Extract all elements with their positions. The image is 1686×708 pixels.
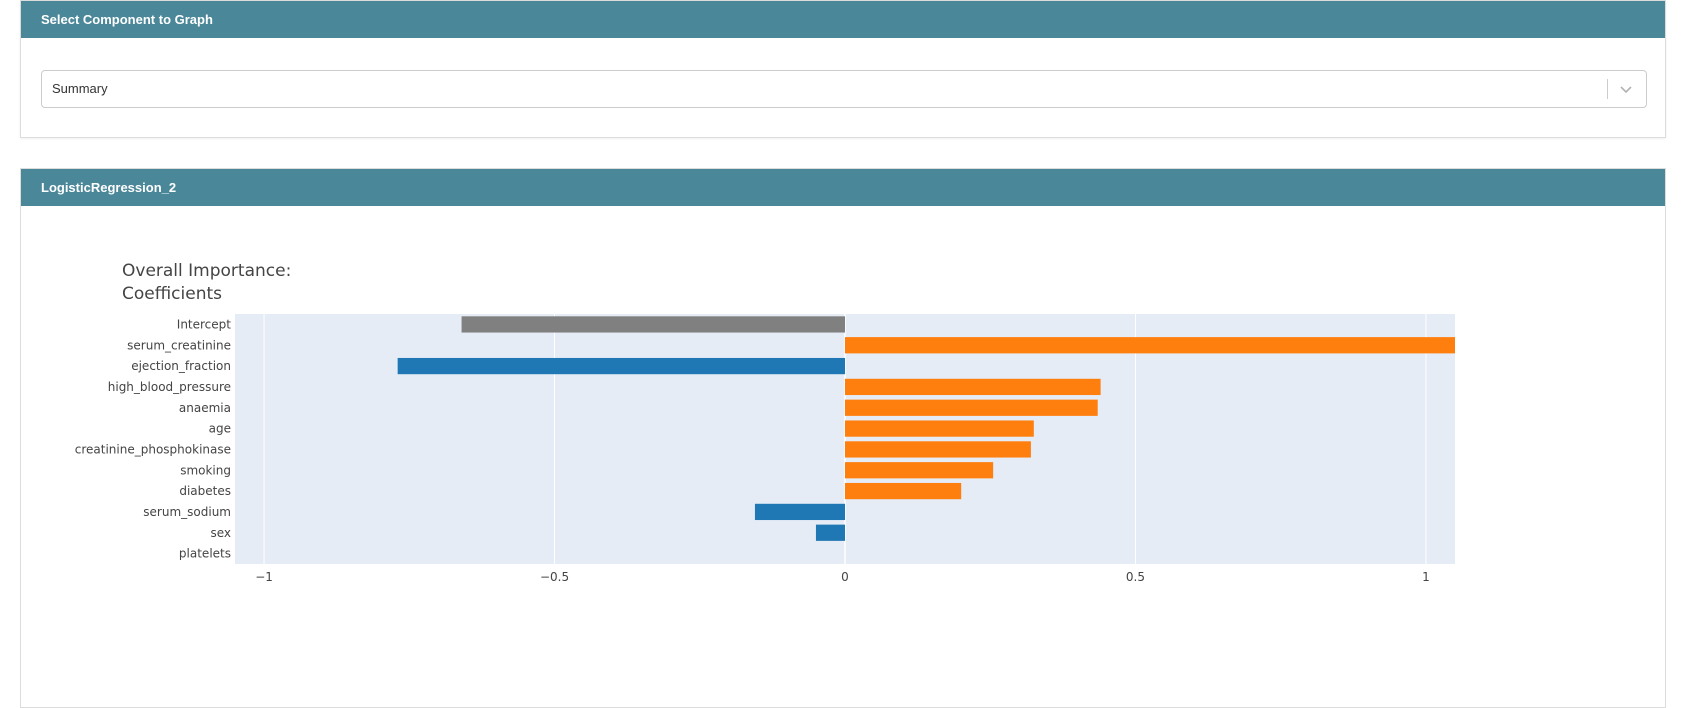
bar-intercept (461, 316, 845, 333)
bar-smoking (845, 462, 994, 479)
dropdown-separator (1607, 79, 1608, 99)
bar-anaemia (845, 399, 1098, 416)
category-label: serum_sodium (143, 505, 231, 519)
category-label: serum_creatinine (127, 338, 231, 352)
chart-title-line1: Overall Importance: (122, 261, 291, 281)
bar-age (845, 420, 1034, 437)
category-label: creatinine_phosphokinase (75, 442, 231, 456)
bar-serum-creatinine (845, 337, 1455, 354)
category-label: Intercept (177, 317, 232, 331)
model-chart-header: LogisticRegression_2 (21, 169, 1665, 206)
model-chart-card: LogisticRegression_2 Overall Importance:… (20, 168, 1666, 708)
grid-layer (263, 314, 1427, 564)
coefficient-chart: Overall Importance: Coefficients Interce… (75, 261, 1455, 584)
category-label: diabetes (179, 484, 231, 498)
chart-title-line2: Coefficients (122, 284, 222, 304)
chevron-down-icon[interactable] (1614, 77, 1638, 101)
category-label: age (209, 422, 231, 436)
x-tick-label: 1 (1422, 570, 1430, 584)
select-component-header: Select Component to Graph (21, 1, 1665, 38)
bar-high-blood-pressure (845, 378, 1101, 396)
bar-diabetes (845, 482, 962, 500)
bar-layer (397, 316, 1455, 541)
category-labels: Intercept serum_creatinine ejection_fracti… (75, 317, 232, 560)
category-label: high_blood_pressure (108, 380, 231, 394)
bar-ejection-fraction (397, 357, 845, 375)
bar-serum-sodium (754, 503, 845, 521)
category-label: platelets (179, 547, 231, 561)
component-dropdown-value: Summary (52, 81, 108, 96)
category-label: smoking (180, 463, 231, 477)
category-label: anaemia (179, 401, 231, 415)
bar-sex (815, 524, 845, 541)
category-label: sex (210, 526, 231, 540)
bar-creatinine-phosphokinase (845, 441, 1031, 458)
x-tick-label: −1 (255, 570, 273, 584)
category-label: ejection_fraction (131, 359, 231, 373)
x-tick-labels: −1 −0.5 0 0.5 1 (255, 570, 1430, 584)
select-component-card: Select Component to Graph Summary (20, 0, 1666, 138)
x-tick-label: 0 (841, 570, 849, 584)
x-tick-label: −0.5 (540, 570, 569, 584)
component-dropdown[interactable]: Summary (41, 70, 1647, 108)
x-tick-label: 0.5 (1126, 570, 1145, 584)
